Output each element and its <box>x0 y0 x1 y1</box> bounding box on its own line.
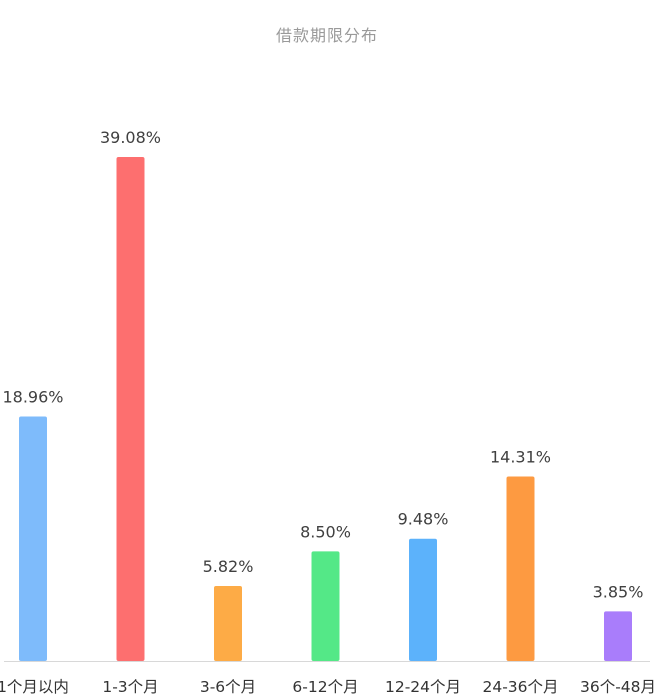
x-tick-label-4: 6-12个月 <box>292 678 358 695</box>
value-label-5: 9.48% <box>398 510 449 529</box>
bar-5 <box>409 538 437 661</box>
x-tick-label-3: 3-6个月 <box>200 678 256 695</box>
bar-2 <box>116 157 145 661</box>
x-tick-label-6: 24-36个月 <box>482 678 558 695</box>
chart-title: 借款期限分布 <box>275 26 378 45</box>
value-label-1: 18.96% <box>2 387 63 406</box>
value-label-3: 5.82% <box>203 557 254 576</box>
x-tick-label-1: 1个月以内 <box>0 678 69 695</box>
bar-1 <box>19 416 47 661</box>
bar-3 <box>214 585 242 661</box>
value-labels-group: 18.96% 39.08% 5.82% 8.50% 9.48% 14.31% 3.85% <box>2 128 643 601</box>
x-tick-labels: 1个月以内 1-3个月 3-6个月 6-12个月 12-24个月 24-36个月 36个-4… <box>0 678 654 695</box>
x-tick-label-7: 36个-48月 <box>580 678 654 695</box>
value-label-2: 39.08% <box>100 128 161 147</box>
value-label-6: 14.31% <box>490 447 551 466</box>
bars-group <box>19 157 632 661</box>
bar-4 <box>311 551 340 661</box>
x-tick-label-2: 1-3个月 <box>102 678 158 695</box>
bar-7 <box>604 611 632 661</box>
x-tick-label-5: 12-24个月 <box>385 678 461 695</box>
value-label-4: 8.50% <box>300 522 351 541</box>
value-label-7: 3.85% <box>593 582 644 601</box>
bar-6 <box>506 476 535 661</box>
